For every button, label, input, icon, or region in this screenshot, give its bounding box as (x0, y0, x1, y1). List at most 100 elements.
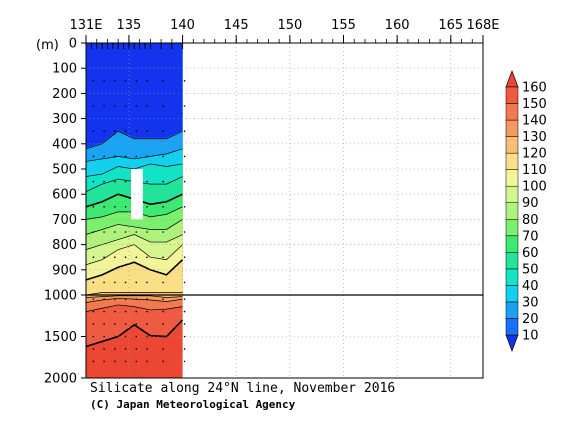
credit-text: (C) Japan Meteorological Agency (90, 398, 296, 411)
x-tick-label: 140 (170, 18, 195, 33)
sample-dot (114, 206, 116, 208)
sample-dot (114, 80, 116, 82)
x-tick-label: 160 (385, 18, 410, 33)
sample-dot (146, 231, 148, 233)
colorbar-label: 120 (522, 147, 547, 162)
y-tick-label: 300 (52, 112, 77, 127)
sample-dot (103, 323, 105, 325)
colorbar-label: 70 (522, 229, 539, 244)
sample-dot (92, 180, 95, 183)
sample-dot (146, 298, 148, 300)
sample-dot (183, 105, 186, 107)
sample-dot (183, 298, 186, 300)
contour-line-70 (85, 219, 183, 235)
sample-dot (114, 105, 116, 107)
sample-dot (183, 348, 186, 350)
sample-dot (183, 310, 186, 313)
sample-dot (124, 310, 127, 313)
colorbar-segment (505, 103, 519, 121)
missing-data-area (131, 169, 143, 220)
sample-dot (162, 335, 164, 338)
contour-line-120 (85, 295, 183, 298)
sample-dot (135, 105, 138, 107)
colorbar-label: 80 (522, 213, 539, 228)
sample-dot (146, 310, 148, 313)
sample-dot (92, 155, 95, 158)
colorbar-segment (505, 202, 519, 220)
sample-dot (92, 206, 95, 208)
x-tick-label: 165 (438, 18, 463, 33)
sample-dot (103, 155, 105, 158)
sample-dot (162, 130, 164, 132)
sample-dot (103, 256, 105, 259)
x-tick-label: 168E (466, 18, 499, 33)
y-tick-label: 200 (52, 87, 77, 102)
sample-dot (92, 348, 95, 350)
sample-dot (124, 80, 127, 82)
sample-dot (114, 155, 116, 158)
sample-dot (135, 323, 138, 325)
colorbar-label: 40 (522, 279, 539, 294)
sample-dot (162, 298, 164, 300)
x-tick-label: 150 (277, 18, 302, 33)
y-axis-label: (m) (36, 38, 59, 53)
sample-dot (114, 323, 116, 325)
sample-dot (146, 335, 148, 338)
sample-dot (162, 155, 164, 158)
x-tick-label: 131E (69, 18, 102, 33)
sample-dot (124, 335, 127, 338)
sample-dot (162, 360, 164, 363)
sample-dot (162, 180, 164, 183)
sample-dot (92, 298, 95, 300)
sample-dot (114, 180, 116, 183)
sample-dot (146, 180, 148, 183)
sample-dot (92, 360, 95, 363)
colorbar-label: 100 (522, 180, 547, 195)
sample-dot (183, 231, 186, 233)
x-tick-label: 155 (331, 18, 356, 33)
colorbar-segment (505, 185, 519, 203)
sample-dot (114, 281, 116, 284)
sample-dot (162, 348, 164, 350)
sample-dot (183, 180, 186, 183)
sample-dot (135, 231, 138, 233)
sample-dot (162, 281, 164, 284)
sample-dot (124, 105, 127, 107)
sample-dot (124, 348, 127, 350)
sample-dot (103, 335, 105, 338)
colorbar-label: 160 (522, 81, 547, 96)
sample-dot (146, 80, 148, 82)
colorbar-segment (505, 318, 519, 336)
sample-dot (114, 256, 116, 259)
y-tick-label: 1500 (44, 330, 77, 345)
sample-dot (92, 80, 95, 82)
y-tick-label: 600 (52, 188, 77, 203)
sample-dot (135, 348, 138, 350)
sample-dot (124, 180, 127, 183)
sample-dot (135, 281, 138, 284)
sample-dot (103, 80, 105, 82)
sample-dot (103, 130, 105, 132)
sample-dot (162, 80, 164, 82)
y-tick-label: 1000 (44, 289, 77, 304)
colorbar-segment (505, 268, 519, 286)
sample-dot (92, 281, 95, 284)
sample-dot (124, 155, 127, 158)
sample-dot (103, 298, 105, 300)
contour-line-110 (85, 292, 183, 296)
sample-dot (146, 105, 148, 107)
sample-dot (114, 298, 116, 300)
sample-dot (146, 323, 148, 325)
colorbar-label: 140 (522, 114, 547, 129)
colorbar-label: 150 (522, 97, 547, 112)
sample-dot (146, 206, 148, 208)
colorbar-label: 50 (522, 262, 539, 277)
sample-dot (135, 310, 138, 313)
sample-dot (124, 256, 127, 259)
sample-dot (146, 348, 148, 350)
sample-dot (114, 360, 116, 363)
y-tick-label: 700 (52, 213, 77, 228)
sample-dot (124, 231, 127, 233)
sample-dot (135, 298, 138, 300)
